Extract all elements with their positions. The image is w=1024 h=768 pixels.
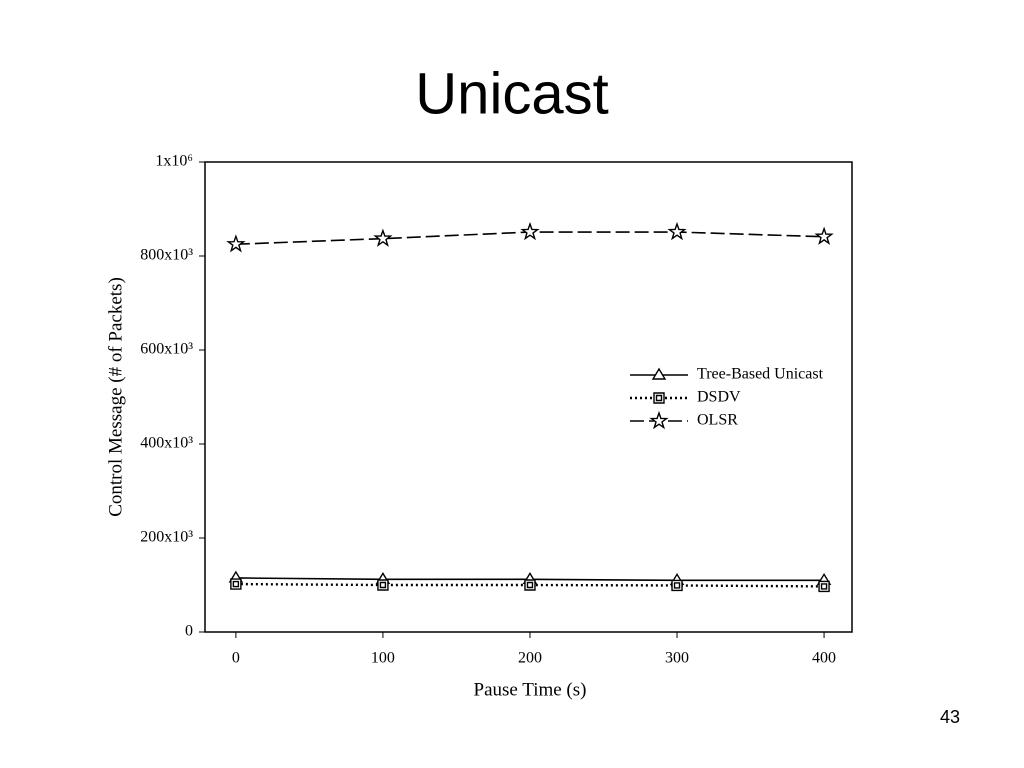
marker [524,579,536,591]
chart: Pause Time (s) Control Message (# of Pac… [105,153,853,700]
x-tick-label: 0 [232,650,240,667]
legend-label: Tree-Based Unicast [697,366,824,383]
marker [651,367,667,380]
marker [226,234,246,253]
series-line [235,582,825,588]
x-tick-label: 100 [371,650,395,667]
y-tick-label: 800x10³ [140,247,193,264]
plot-frame [204,161,853,633]
y-tick-label: 600x10³ [140,341,193,358]
marker [667,221,687,241]
y-tick-label: 1x10⁶ [155,153,193,170]
page-number: 43 [940,707,960,727]
marker [649,410,669,430]
marker [230,578,242,590]
x-tick-label: 300 [665,650,689,667]
marker [814,226,834,245]
legend-label: OLSR [697,412,738,429]
y-tick-label: 0 [185,623,193,640]
y-axis-title: Control Message (# of Packets) [105,277,126,517]
y-tick-label: 200x10³ [140,529,193,546]
marker [377,579,389,591]
x-tick-label: 200 [518,650,542,667]
x-tick-label: 400 [812,650,836,667]
y-tick-label: 400x10³ [140,435,193,452]
marker [520,221,540,241]
marker [653,392,665,404]
legend-label: DSDV [697,389,741,406]
marker [818,580,830,593]
x-axis-title: Pause Time (s) [474,679,587,700]
marker [373,228,393,247]
slide-title: Unicast [415,61,608,126]
marker [671,579,683,592]
